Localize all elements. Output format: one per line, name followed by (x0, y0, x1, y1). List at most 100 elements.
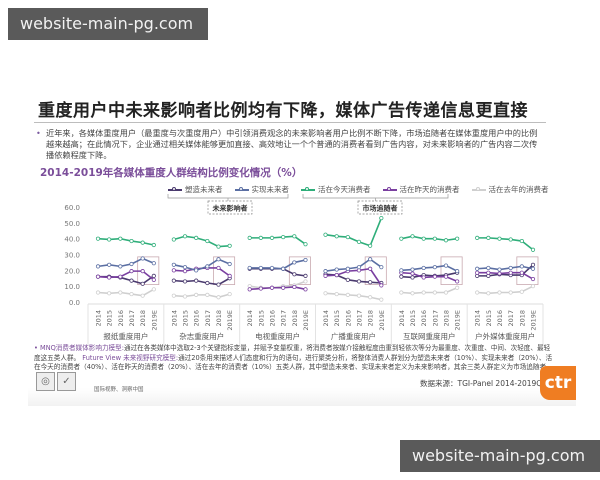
data-point (140, 269, 145, 274)
series-line-lastyear (477, 285, 534, 295)
data-point (227, 291, 232, 297)
certification-check-icon: ✓ (57, 372, 76, 391)
data-point (334, 267, 339, 272)
legend-item-lastyear: 活在去年的消费者 (471, 184, 549, 195)
series-line-shape (173, 277, 231, 286)
data-point (205, 264, 210, 269)
data-point (107, 237, 112, 242)
title-divider (34, 122, 546, 123)
x-tick-label: 2016 (344, 310, 352, 327)
panel-label: 杂志重度用户 (179, 331, 224, 341)
note-model-1-text: 通过在各类媒体中选取2-3个关键指标变量，并赋予变量权重，将消费者按媒介接触程度… (34, 344, 551, 362)
x-tick-label: 2018 (139, 310, 147, 327)
data-point (95, 274, 101, 279)
data-point (107, 291, 112, 296)
series-line-today (401, 235, 458, 242)
data-point (486, 235, 491, 240)
market-followers-box (357, 200, 403, 215)
data-point (107, 275, 112, 280)
panel-label: 广播重度用户 (331, 331, 376, 341)
data-point (368, 280, 373, 285)
data-point (151, 242, 156, 248)
data-point (292, 272, 297, 277)
data-point (281, 266, 286, 271)
legend-label: 活在昨天的消费者 (399, 185, 460, 194)
data-point (399, 274, 404, 279)
data-source: 数据来源：TGI-Panel 2014-2019Q2 (420, 379, 547, 388)
data-point (171, 262, 176, 267)
data-point (129, 278, 134, 283)
x-tick-label: 2016 (496, 310, 504, 327)
x-tick-label: 2018 (215, 310, 223, 327)
x-tick-label: 2015 (409, 310, 417, 327)
data-point (205, 292, 210, 297)
certification-badges: ◎ ✓ (36, 372, 78, 392)
data-point (443, 290, 449, 295)
highlight-box (516, 256, 539, 285)
x-tick-label: 2017 (128, 310, 136, 327)
legend-item-yesterday: 活在昨天的消费者 (382, 184, 460, 195)
data-point (356, 239, 362, 244)
x-tick-label: 2019E (530, 310, 538, 331)
data-point (227, 273, 232, 278)
data-point (323, 273, 328, 278)
x-tick-label: 2016 (193, 310, 201, 327)
data-point (486, 270, 491, 275)
data-point (497, 236, 502, 241)
data-point (345, 266, 350, 271)
note-model-2-text: 通过20条用来描述人们态度和行为的语句，进行聚类分析，将整体消费人群划分为塑造未… (34, 353, 553, 372)
x-tick-label: 2014 (322, 310, 330, 327)
data-point (497, 271, 502, 276)
legend-swatch-icon (301, 186, 315, 191)
data-point (486, 291, 491, 296)
data-point (118, 264, 123, 269)
data-point (379, 297, 384, 302)
legend-swatch-icon (471, 186, 486, 191)
watermark-bottom: website-main-pg.com (400, 440, 600, 472)
data-point (379, 265, 384, 270)
series-line-lastyear (401, 287, 458, 295)
x-tick-label: 2016 (117, 310, 125, 327)
slide-bottom-fade (28, 388, 576, 406)
x-tick-label: 2018 (367, 310, 375, 327)
series-line-lastyear (325, 292, 382, 301)
x-tick-label: 2018 (291, 310, 299, 327)
series-line-realize (249, 259, 306, 270)
x-tick-label: 2014 (398, 310, 406, 327)
data-point (475, 266, 480, 271)
data-point (151, 261, 156, 266)
data-point (171, 293, 176, 298)
data-point (227, 261, 232, 267)
data-point (334, 234, 339, 239)
slide: 重度用户中未来影响者比例均有下降，媒体广告传递信息更直接 • 近年来，各媒体重度… (28, 88, 576, 406)
series-line-today (97, 237, 154, 246)
x-tick-label: 2019E (378, 310, 386, 331)
panel-label: 户外媒体重度用户 (475, 331, 535, 341)
x-tick-label: 2015 (182, 310, 190, 327)
data-point (292, 284, 297, 290)
data-point (151, 287, 156, 292)
data-point (182, 269, 188, 274)
series-line-realize (477, 265, 534, 271)
x-tick-label: 2015 (485, 310, 493, 327)
data-point (303, 273, 308, 278)
data-point (216, 257, 221, 262)
data-point (303, 287, 308, 292)
watermark-top: website-main-pg.com (8, 8, 208, 40)
data-point (281, 285, 286, 290)
y-tick-label: 10.0 (64, 283, 80, 291)
x-tick-label: 2015 (333, 310, 341, 327)
data-point (258, 286, 263, 291)
data-point (258, 235, 263, 240)
slide-title: 重度用户中未来影响者比例均有下降，媒体广告传递信息更直接 (38, 101, 528, 121)
data-point (475, 270, 480, 275)
data-point (182, 294, 188, 299)
series-line-realize (97, 257, 155, 268)
ctr-logo: ctr (540, 366, 576, 400)
data-point (443, 274, 449, 279)
data-point (432, 290, 437, 295)
data-point (410, 267, 415, 272)
data-point (334, 272, 339, 278)
